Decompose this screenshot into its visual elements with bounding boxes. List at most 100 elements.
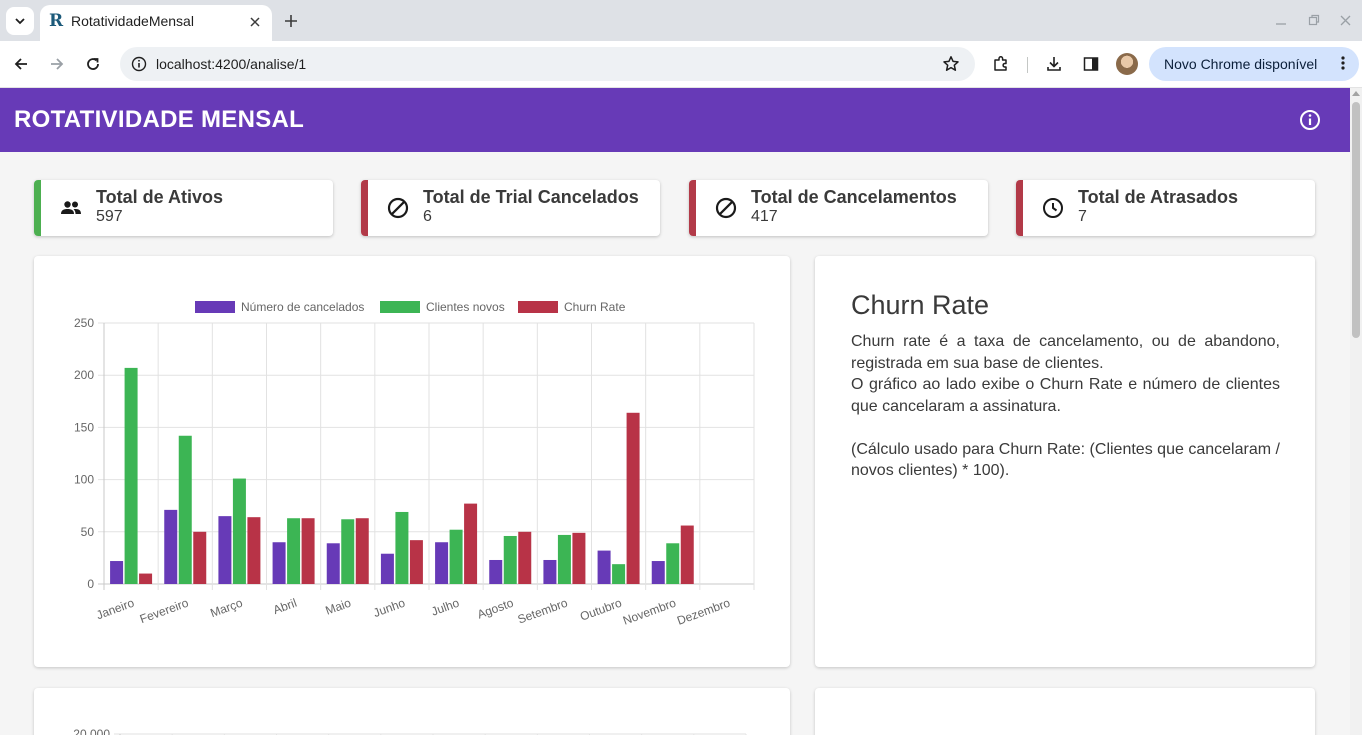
- stat-label: Total de Cancelamentos: [751, 187, 957, 207]
- side-panel-icon: [1083, 57, 1099, 71]
- bar: [272, 542, 286, 584]
- bar: [435, 542, 449, 584]
- stat-card-atrasados: Total de Atrasados 7: [1016, 180, 1315, 236]
- churn-bar-chart: 0 50 100 150 200 250 Janeiro Fevereiro Março Abri…: [74, 316, 755, 628]
- second-bar-chart: 20.000: [73, 727, 747, 735]
- x-tick-label: Julho: [429, 596, 461, 619]
- churn-chart-card: [34, 256, 790, 667]
- x-tick-label: Fevereiro: [138, 596, 191, 627]
- legend-item-clientes-novos[interactable]: Clientes novos: [380, 299, 505, 314]
- browser-toolbar: localhost:4200/analise/1 Novo Chrome dis…: [0, 41, 1362, 88]
- churn-info-text: Churn rate é a taxa de cancelamento, ou …: [851, 331, 1280, 482]
- bar: [341, 519, 355, 584]
- new-tab-button[interactable]: [279, 9, 303, 33]
- second-chart-card: 20.000: [34, 688, 790, 735]
- bar: [232, 478, 246, 584]
- tab-close-button[interactable]: [246, 13, 264, 31]
- bar: [680, 525, 694, 584]
- x-tick-label: Abril: [271, 596, 298, 617]
- bar: [124, 367, 138, 584]
- profile-avatar[interactable]: [1116, 53, 1138, 75]
- bar: [110, 561, 124, 584]
- y-tick-label: 50: [81, 525, 95, 539]
- bar: [355, 518, 369, 584]
- address-bar[interactable]: localhost:4200/analise/1: [120, 47, 975, 81]
- forward-button[interactable]: [44, 51, 70, 77]
- bar: [612, 564, 626, 584]
- info-button[interactable]: [1298, 108, 1322, 132]
- stat-accent-bar: [689, 180, 696, 236]
- restore-button[interactable]: [1306, 12, 1322, 28]
- bar: [651, 561, 665, 584]
- y-tick-label: 200: [74, 368, 94, 382]
- churn-info-title: Churn Rate: [851, 290, 990, 320]
- app-header: ROTATIVIDADE MENSAL: [0, 88, 1350, 152]
- close-icon: [250, 17, 260, 27]
- bar: [572, 532, 586, 584]
- close-window-button[interactable]: [1337, 12, 1353, 28]
- info-icon: [1300, 110, 1320, 130]
- stat-value: 7: [1078, 208, 1087, 225]
- bar: [409, 540, 423, 584]
- x-tick-label: Janeiro: [94, 596, 136, 623]
- group-icon: [59, 196, 83, 220]
- bar: [666, 543, 680, 584]
- scrollbar-thumb[interactable]: [1352, 102, 1360, 338]
- page-title: ROTATIVIDADE MENSAL: [14, 106, 305, 133]
- bar: [464, 503, 478, 584]
- bar: [326, 543, 340, 584]
- churn-info-card: [815, 256, 1315, 667]
- page-scrollbar[interactable]: [1350, 88, 1362, 735]
- legend-label: Número de cancelados: [241, 299, 365, 314]
- bar: [449, 529, 463, 584]
- chrome-update-button[interactable]: Novo Chrome disponível: [1149, 47, 1359, 81]
- bar: [301, 518, 315, 584]
- address-url[interactable]: localhost:4200/analise/1: [156, 56, 307, 72]
- legend-item-churn-rate[interactable]: Churn Rate: [518, 299, 626, 314]
- clock-icon: [1041, 196, 1065, 220]
- legend-label: Churn Rate: [564, 299, 626, 314]
- block-icon: [714, 196, 738, 220]
- back-button[interactable]: [8, 51, 34, 77]
- legend-label: Clientes novos: [426, 299, 505, 314]
- arrow-left-icon: [14, 58, 27, 70]
- churn-info-paragraph: (Cálculo usado para Churn Rate: (Cliente…: [851, 440, 1280, 480]
- stat-accent-bar: [34, 180, 41, 236]
- y-tick-label: 100: [74, 473, 94, 487]
- side-panel-button[interactable]: [1080, 53, 1102, 75]
- bar: [218, 516, 232, 584]
- browser-tab[interactable]: R RotatividadeMensal: [40, 5, 272, 41]
- bookmark-star-icon[interactable]: [941, 54, 961, 74]
- scroll-up-arrow[interactable]: [1352, 91, 1360, 96]
- stat-value: 417: [751, 208, 778, 225]
- chrome-update-label: Novo Chrome disponível: [1164, 56, 1318, 72]
- bar: [557, 534, 571, 584]
- tab-search-button[interactable]: [6, 7, 34, 35]
- stat-card-trial-cancelados: Total de Trial Cancelados 6: [361, 180, 660, 236]
- extensions-button[interactable]: [990, 53, 1012, 75]
- downloads-button[interactable]: [1043, 53, 1065, 75]
- reload-icon: [87, 58, 99, 70]
- stat-value: 597: [96, 208, 123, 225]
- site-info-icon[interactable]: [130, 55, 148, 73]
- restore-icon: [1308, 14, 1320, 26]
- block-icon: [386, 196, 410, 220]
- bar: [626, 412, 640, 584]
- minimize-button[interactable]: [1273, 12, 1289, 28]
- bar: [178, 435, 192, 584]
- toolbar-divider: [1027, 57, 1028, 73]
- bar: [247, 517, 261, 584]
- legend-swatch: [195, 300, 235, 313]
- bar: [380, 553, 394, 584]
- bar: [193, 531, 207, 584]
- x-tick-label: Outubro: [578, 596, 624, 624]
- y-tick-label: 150: [74, 420, 94, 434]
- y-tick-label: 20.000: [73, 727, 110, 735]
- tab-title: RotatividadeMensal: [71, 13, 194, 29]
- reload-button[interactable]: [80, 51, 106, 77]
- legend-item-cancelados[interactable]: Número de cancelados: [195, 299, 365, 314]
- stat-label: Total de Trial Cancelados: [423, 187, 639, 207]
- x-tick-label: Maio: [324, 596, 354, 618]
- legend-swatch: [380, 300, 420, 313]
- x-tick-label: Dezembro: [675, 596, 732, 628]
